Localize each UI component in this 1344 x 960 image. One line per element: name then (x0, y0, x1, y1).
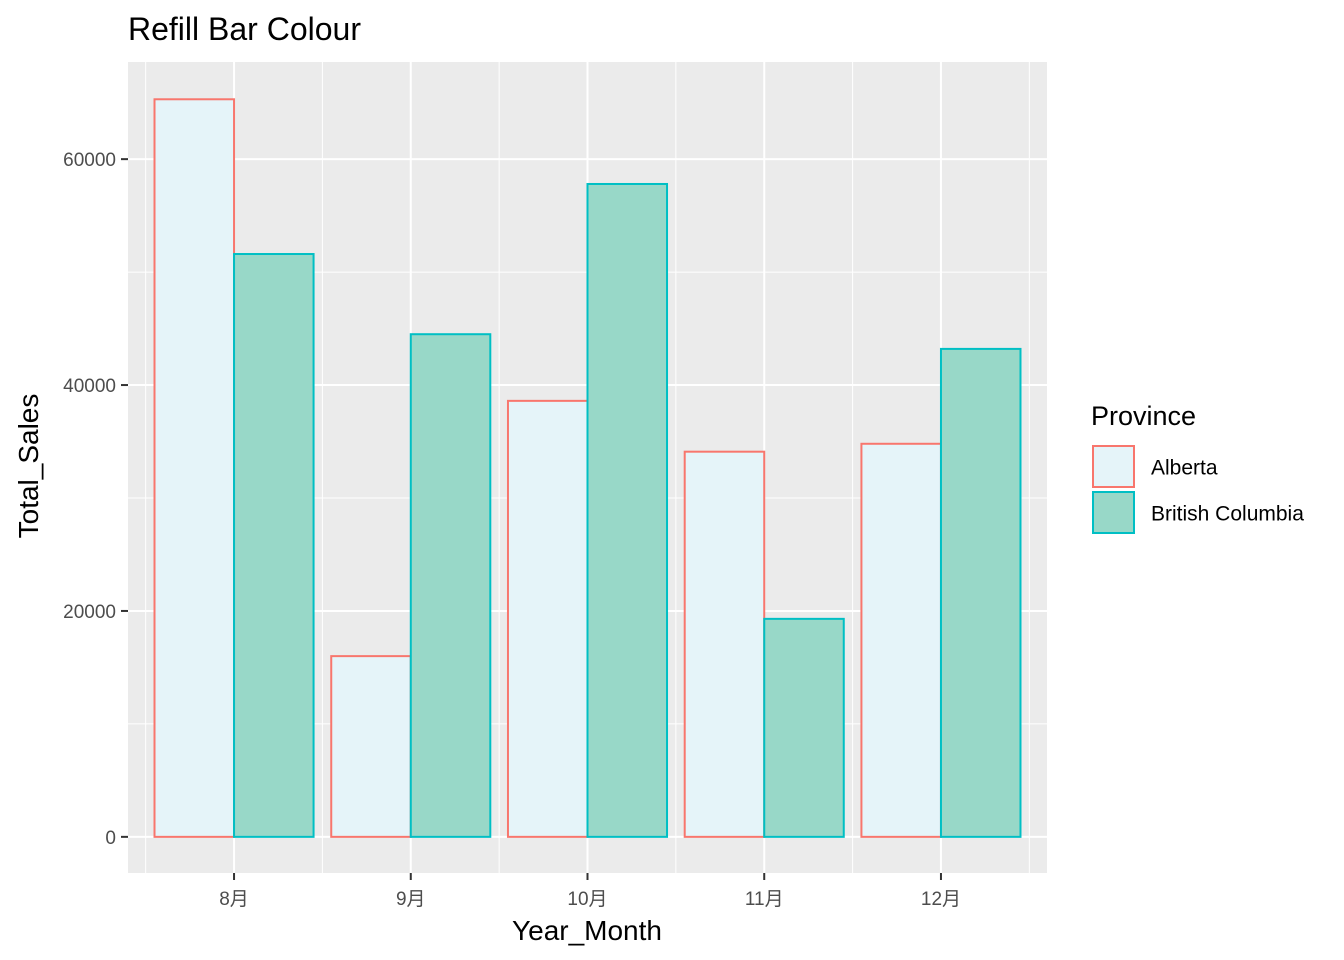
y-tick-label: 20000 (63, 602, 116, 623)
plot-panel (128, 62, 1047, 873)
bar-alberta-1 (153, 98, 236, 838)
legend-label: British Columbia (1151, 503, 1304, 526)
y-axis-title: Total_Sales (13, 394, 44, 539)
bar-alberta-5 (860, 442, 942, 838)
bar-british-columbia-1 (233, 253, 315, 838)
x-axis-title: Year_Month (512, 915, 662, 946)
y-axis: 0 20000 40000 60000 (63, 150, 128, 849)
bar-alberta-4 (683, 450, 766, 838)
bar-british-columbia-5 (939, 347, 1022, 838)
y-tick-label: 0 (105, 828, 116, 849)
legend-key-british-columbia (1092, 491, 1135, 534)
x-tick-label: 11月 (745, 889, 784, 910)
x-tick-label: 8月 (219, 889, 249, 910)
x-tick-label: 12月 (921, 889, 961, 910)
legend-key-alberta (1092, 445, 1135, 488)
legend-title: Province (1091, 401, 1196, 431)
bar-british-columbia-2 (409, 333, 492, 838)
y-tick-label: 60000 (63, 150, 116, 171)
legend: Province Alberta British Columbia (1091, 401, 1304, 534)
bar-british-columbia-3 (586, 182, 669, 838)
y-tick-label: 40000 (63, 376, 116, 397)
x-tick-label: 9月 (396, 889, 426, 910)
x-axis: 8月 9月 10月 11月 12月 (219, 873, 961, 910)
bar-british-columbia-4 (763, 617, 845, 838)
bar-alberta-3 (506, 399, 589, 838)
legend-label: Alberta (1151, 457, 1218, 480)
bar-alberta-2 (330, 655, 412, 838)
x-tick-label: 10月 (567, 889, 607, 910)
chart-title: Refill Bar Colour (128, 11, 361, 47)
